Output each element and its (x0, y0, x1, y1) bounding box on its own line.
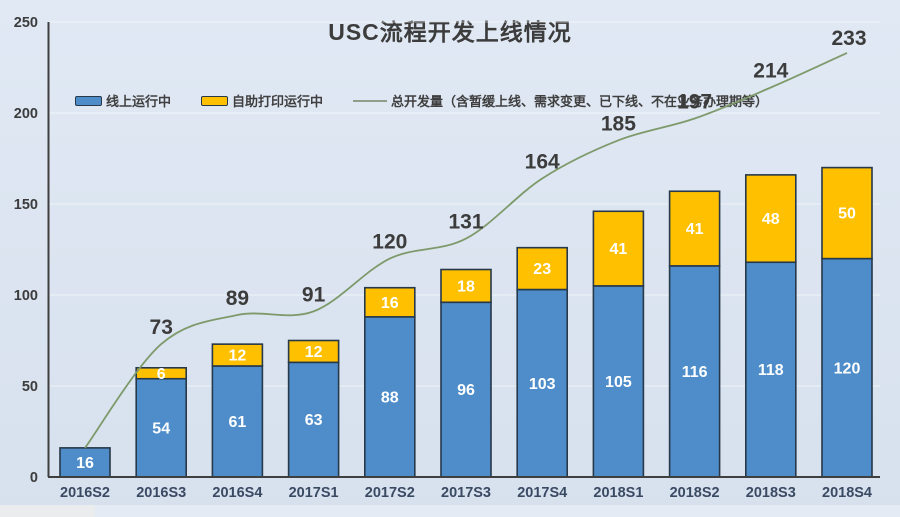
x-category-label: 2018S2 (670, 485, 720, 501)
x-category-label: 2017S3 (441, 485, 491, 501)
x-category-label: 2016S4 (212, 485, 262, 501)
total-development-line (84, 52, 848, 449)
bar-value-label-online: 88 (381, 389, 399, 406)
total-line-value-label: 185 (601, 112, 636, 135)
bar-segment-online (59, 447, 111, 478)
x-category-label: 2018S3 (746, 485, 796, 501)
image-bottom-strip (0, 505, 900, 517)
legend-item-print: 自助打印运行中 (201, 91, 323, 110)
bar-value-label-online: 61 (229, 414, 247, 431)
bar-value-label-print: 16 (381, 295, 399, 312)
legend-swatch-total-line (353, 99, 388, 102)
total-line-value-label: 197 (677, 90, 712, 113)
bar-segment-online (211, 365, 264, 478)
x-category-label: 2018S1 (593, 485, 643, 501)
total-line-value-label: 89 (226, 287, 249, 310)
bar-value-label-online: 54 (152, 420, 170, 437)
bar-value-label-online: 96 (457, 382, 475, 399)
y-tick-label: 250 (14, 15, 38, 31)
bar-value-label-print: 48 (762, 211, 780, 228)
legend-item-online: 线上运行中 (75, 91, 171, 110)
bar-value-label-print: 23 (533, 261, 551, 278)
x-category-label: 2016S3 (136, 485, 186, 501)
bar-value-label-online: 120 (834, 360, 861, 377)
legend-label-print: 自助打印运行中 (232, 94, 324, 109)
chart-title: USC流程开发上线情况 (328, 19, 572, 45)
total-line-value-label: 214 (753, 60, 788, 83)
legend-swatch-online (75, 95, 102, 106)
bar-segment-online (592, 285, 645, 478)
bar-value-label-print: 50 (838, 206, 856, 223)
y-tick-label: 0 (30, 470, 38, 486)
y-tick-label: 50 (22, 379, 38, 395)
total-line-value-label: 120 (372, 231, 407, 254)
x-category-label: 2017S2 (365, 485, 415, 501)
legend-label-online: 线上运行中 (106, 94, 172, 109)
legend-item-total: 总开发量（含暂缓上线、需求变更、已下线、不在业务办理期等） (353, 91, 768, 110)
legend-swatch-print (201, 95, 229, 106)
bar-value-label-online: 63 (305, 412, 323, 429)
bar-segment-online (516, 288, 569, 478)
total-line-value-label: 131 (448, 211, 483, 234)
bar-segment-print (440, 268, 492, 304)
bar-value-label-print: 41 (610, 241, 628, 258)
bar-value-label-online: 118 (758, 362, 784, 379)
bar-segment-print (592, 210, 645, 287)
bar-value-label-print: 18 (457, 278, 475, 295)
bar-segment-print (211, 343, 264, 367)
image-bottom-strip-left (0, 505, 95, 517)
x-category-label: 2016S2 (60, 485, 110, 501)
legend: 线上运行中 自助打印运行中 总开发量（含暂缓上线、需求变更、已下线、不在业务办理… (75, 91, 768, 110)
bar-value-label-print: 12 (229, 348, 247, 365)
y-tick-label: 150 (14, 197, 38, 213)
total-line-value-label: 233 (831, 27, 866, 50)
bar-segment-print (287, 339, 340, 364)
bar-segment-print (363, 286, 416, 318)
bar-segment-online (668, 265, 721, 478)
y-tick-label: 100 (14, 288, 38, 304)
bar-value-label-print: 41 (686, 221, 704, 238)
total-line-value-label: 73 (150, 316, 173, 339)
bar-value-label-print: 6 (157, 366, 166, 383)
bar-segment-online (821, 257, 873, 478)
bar-segment-print (821, 166, 873, 260)
y-tick-label: 200 (14, 106, 38, 122)
bar-value-label-online: 105 (605, 374, 632, 391)
bar-value-label-online: 16 (76, 455, 94, 472)
bar-value-label-online: 116 (682, 364, 708, 381)
bar-value-label-print: 12 (305, 344, 323, 361)
x-category-label: 2018S4 (822, 485, 872, 501)
bar-segment-print (744, 174, 797, 264)
bar-segment-print (668, 190, 721, 267)
total-line-value-label: 164 (525, 151, 560, 174)
legend-label-total: 总开发量（含暂缓上线、需求变更、已下线、不在业务办理期等） (391, 94, 769, 109)
bar-value-label-online: 103 (529, 376, 556, 393)
bar-segment-print (516, 246, 569, 291)
bar-segment-online (287, 361, 340, 478)
bar-segment-online (440, 301, 492, 478)
x-category-label: 2017S4 (517, 485, 567, 501)
total-line-value-label: 91 (302, 283, 326, 306)
x-category-label: 2017S1 (289, 485, 339, 501)
